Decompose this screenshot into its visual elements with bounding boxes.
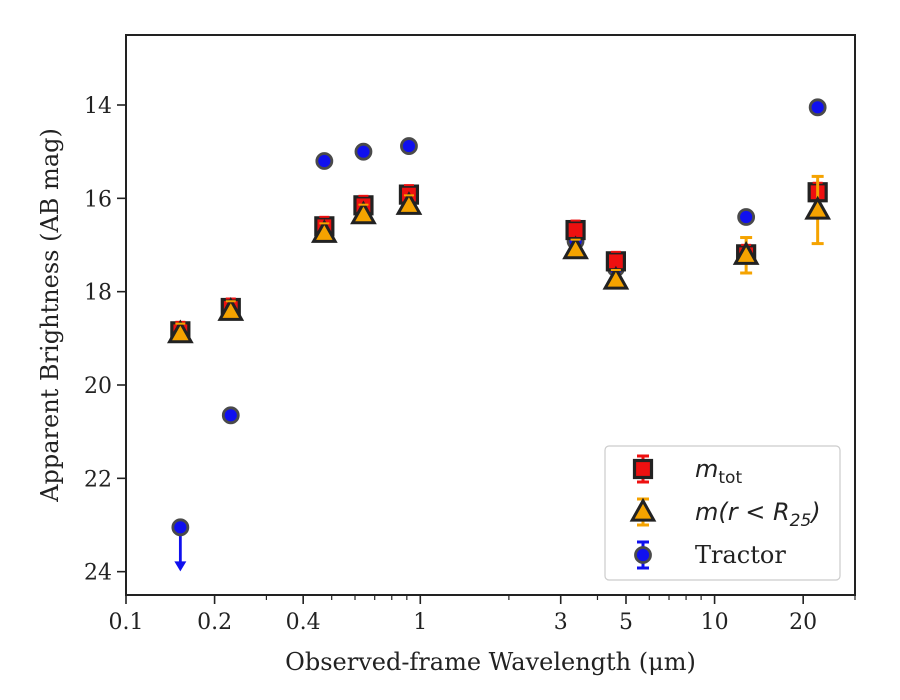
data-point-tractor: [315, 152, 334, 170]
series-mtot: [170, 181, 828, 342]
legend-entry-tractor: Tractor: [634, 540, 786, 570]
legend-math-tail: ): [809, 498, 820, 526]
data-point-tractor: [400, 137, 418, 155]
legend-math-main: m(r < R: [695, 498, 790, 526]
legend-marker-mr25: [629, 497, 657, 522]
data-point-tractor: [171, 518, 190, 537]
y-axis-label: Apparent Brightness (AB mag): [36, 128, 64, 503]
x-tick-label: 3: [554, 610, 568, 635]
data-point-mr25: [350, 200, 377, 225]
x-tick-label: 5: [619, 610, 633, 635]
data-point-mr25: [395, 191, 423, 215]
legend-math-subscript: tot: [718, 468, 742, 488]
legend: mtot m(r < R25) Tractor: [604, 445, 841, 581]
legend-marker-tractor: [634, 546, 652, 564]
y-axis: 14 16 18 20 22 24: [84, 94, 126, 586]
x-tick-label: 1: [413, 610, 427, 635]
data-point-mr25: [310, 219, 338, 243]
data-point-tractor: [354, 142, 373, 161]
data-point-mr25: [562, 235, 589, 260]
data-point-mr25: [732, 241, 760, 265]
data-point-mr25: [166, 319, 194, 344]
y-tick-label: 20: [84, 374, 112, 399]
series-mr25: [166, 174, 832, 344]
data-point-tractor: [808, 98, 827, 117]
x-tick-label: 10: [701, 610, 729, 635]
legend-math-subscript: 25: [790, 511, 812, 531]
data-point-mr25: [804, 195, 832, 220]
legend-label-mtot: mtot: [695, 455, 742, 488]
legend-marker-mtot: [632, 458, 654, 480]
legend-label-tractor: Tractor: [695, 541, 786, 569]
x-axis-label: Observed-frame Wavelength (μm): [285, 648, 696, 676]
plot-frame: [125, 34, 856, 596]
y-tick-label: 18: [84, 281, 112, 306]
data-point-tractor: [737, 208, 756, 226]
data-point-mr25: [217, 297, 245, 321]
legend-math-main: m: [695, 455, 718, 483]
legend-label-mr25: m(r < R25): [695, 498, 821, 531]
y-tick-label: 22: [84, 467, 112, 492]
x-tick-label: 0.1: [109, 610, 144, 635]
data-point-mr25: [602, 265, 630, 290]
y-tick-label: 14: [84, 94, 112, 119]
x-axis: 0.1 0.2 0.4 1 3 5 10 20: [109, 595, 856, 635]
y-tick-label: 24: [84, 561, 112, 586]
legend-entry-mr25: m(r < R25): [629, 497, 821, 531]
x-tick-label: 0.4: [286, 610, 321, 635]
x-tick-label: 0.2: [197, 610, 232, 635]
x-tick-label: 20: [789, 610, 817, 635]
plot-area: [166, 98, 832, 572]
legend-entry-mtot: mtot: [632, 454, 742, 488]
legend-box: [604, 445, 841, 581]
data-point-tractor: [221, 406, 240, 425]
y-tick-label: 16: [84, 187, 112, 212]
